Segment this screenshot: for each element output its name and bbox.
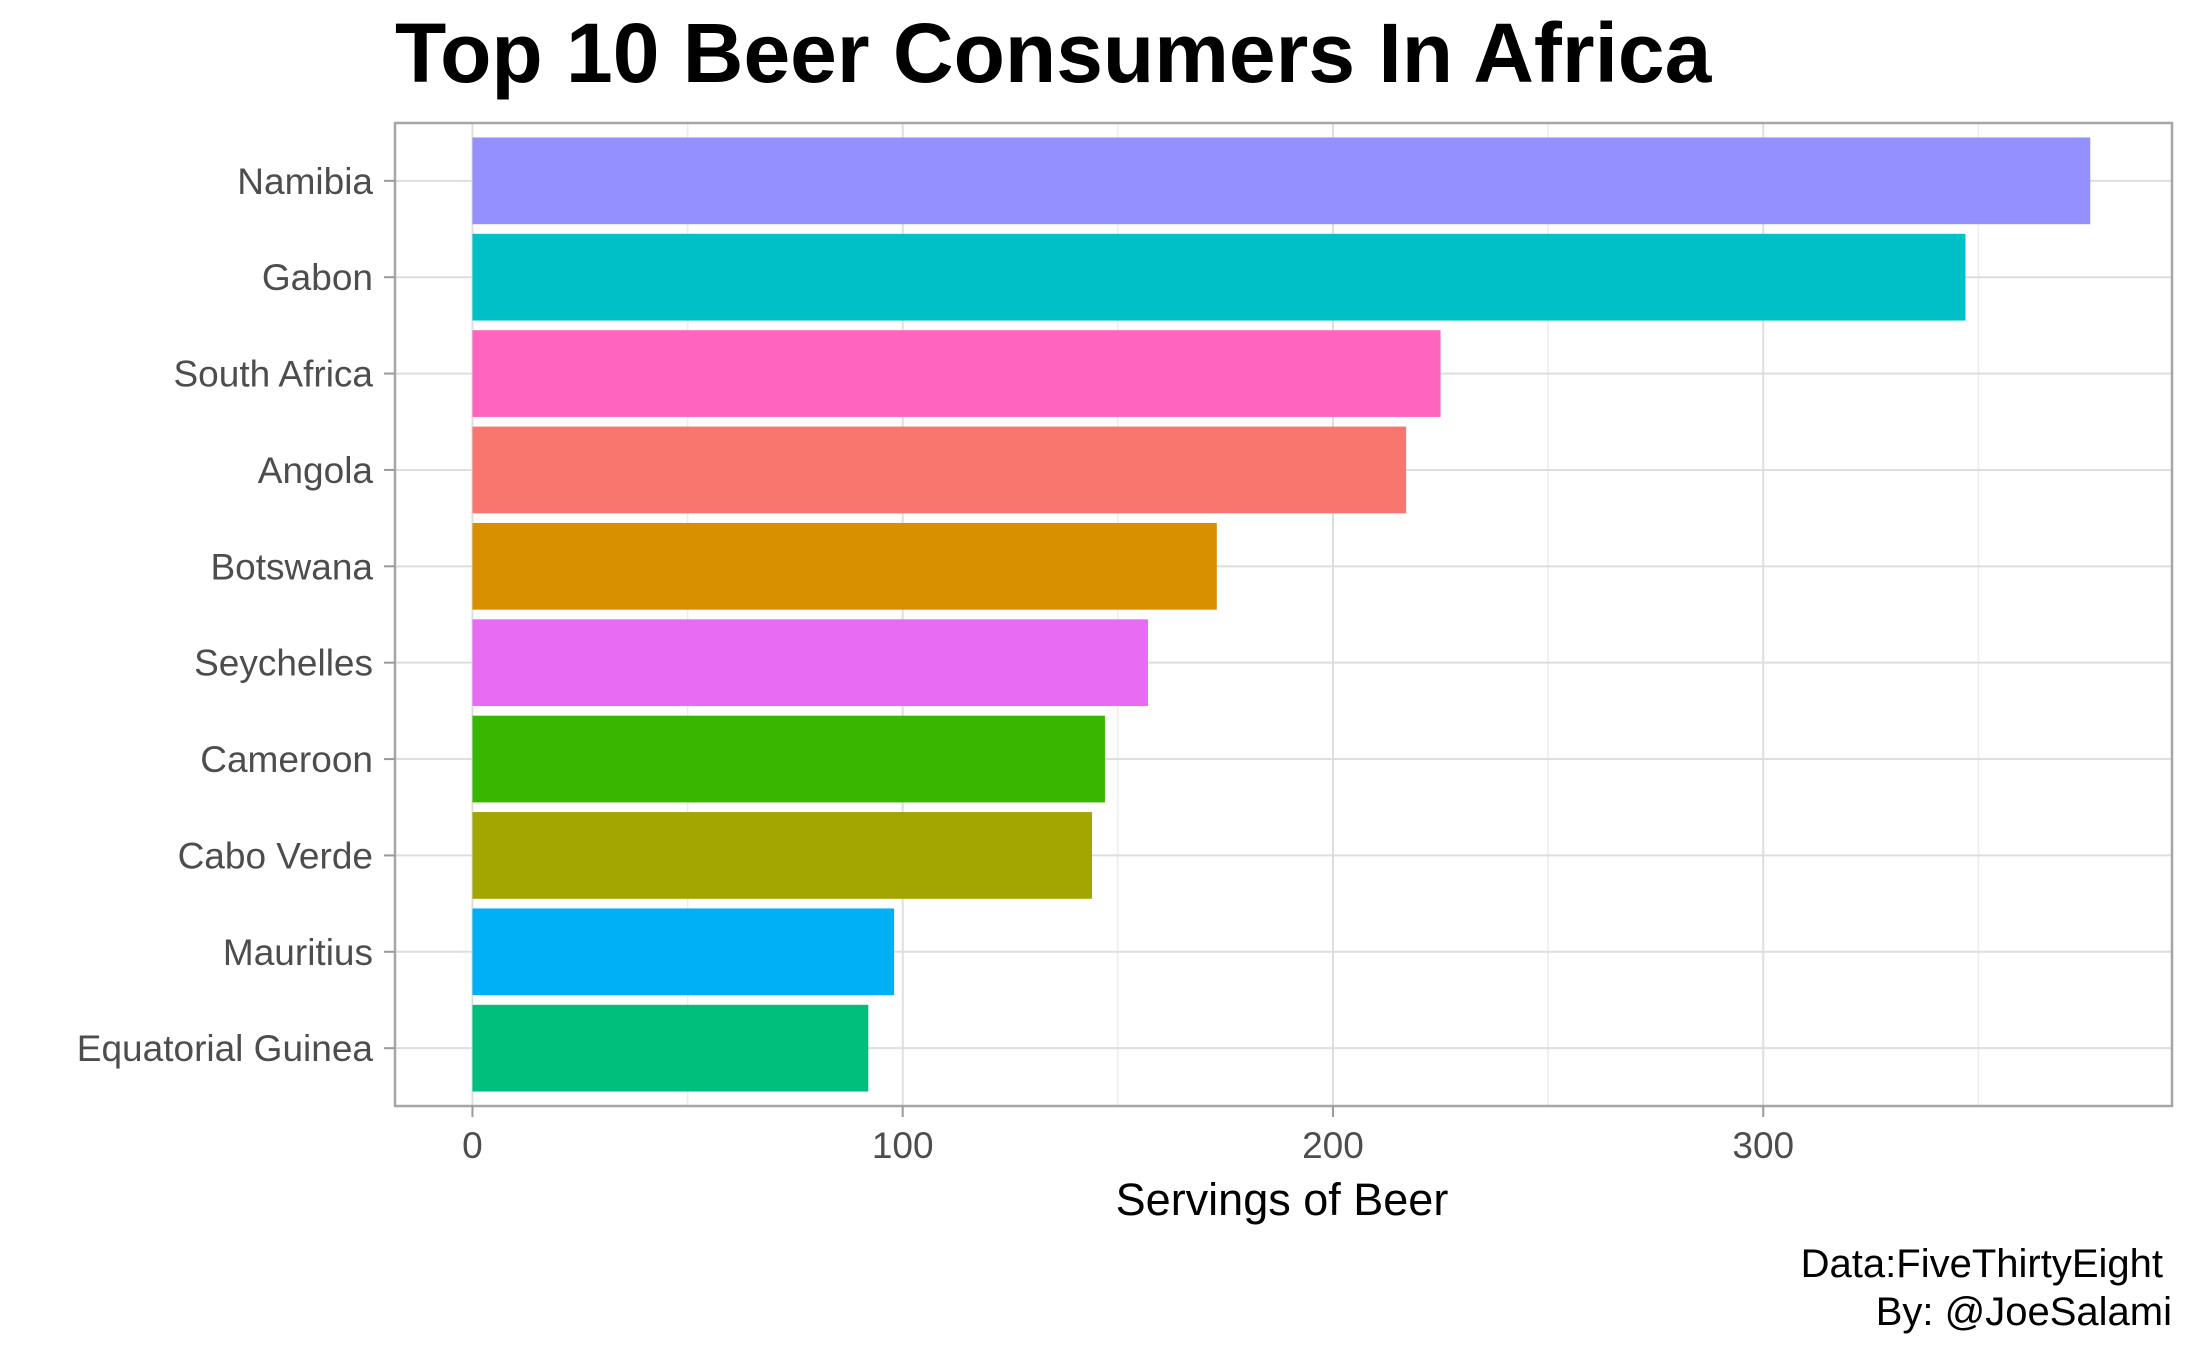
plot-panel-border xyxy=(393,121,2174,1108)
y-tick-label-cabo-verde: Cabo Verde xyxy=(178,835,373,876)
y-axis: Namibia Gabon South Africa Angola Botswana Se… xyxy=(77,161,395,1069)
caption-author: By: @JoeSalami xyxy=(1876,1290,2172,1334)
x-tick-label: 100 xyxy=(872,1125,934,1166)
bar-south-africa xyxy=(472,330,1441,417)
bar-angola xyxy=(472,426,1407,514)
y-tick-label-botswana: Botswana xyxy=(211,546,374,587)
y-tick-label-angola: Angola xyxy=(258,450,374,491)
y-tick-label-equatorial-guinea: Equatorial Guinea xyxy=(77,1028,374,1069)
chart-title: Top 10 Beer Consumers In Africa xyxy=(395,6,1713,100)
bar-equatorial-guinea xyxy=(472,1004,869,1092)
bar-cameroon xyxy=(472,715,1105,803)
bar-mauritius xyxy=(472,908,895,996)
x-tick-label: 300 xyxy=(1732,1125,1794,1166)
bar-gabon xyxy=(472,233,1966,321)
x-tick-label: 0 xyxy=(462,1125,483,1166)
x-tick-label: 200 xyxy=(1302,1125,1364,1166)
bar-namibia xyxy=(472,137,2091,225)
bar-seychelles xyxy=(472,619,1148,707)
bars xyxy=(472,137,2091,1092)
y-tick-label-mauritius: Mauritius xyxy=(223,932,373,973)
y-tick-label-gabon: Gabon xyxy=(262,257,373,298)
caption-data-source: Data:FiveThirtyEight xyxy=(1801,1242,2163,1286)
bar-cabo-verde xyxy=(472,812,1093,899)
y-tick-label-south-africa: South Africa xyxy=(173,354,373,395)
y-tick-label-namibia: Namibia xyxy=(237,161,373,202)
y-tick-label-seychelles: Seychelles xyxy=(194,643,373,684)
bar-botswana xyxy=(472,522,1217,610)
y-tick-label-cameroon: Cameroon xyxy=(200,739,373,780)
x-axis-title: Servings of Beer xyxy=(1116,1174,1449,1225)
x-axis: 0 100 200 300 xyxy=(462,1106,1794,1166)
